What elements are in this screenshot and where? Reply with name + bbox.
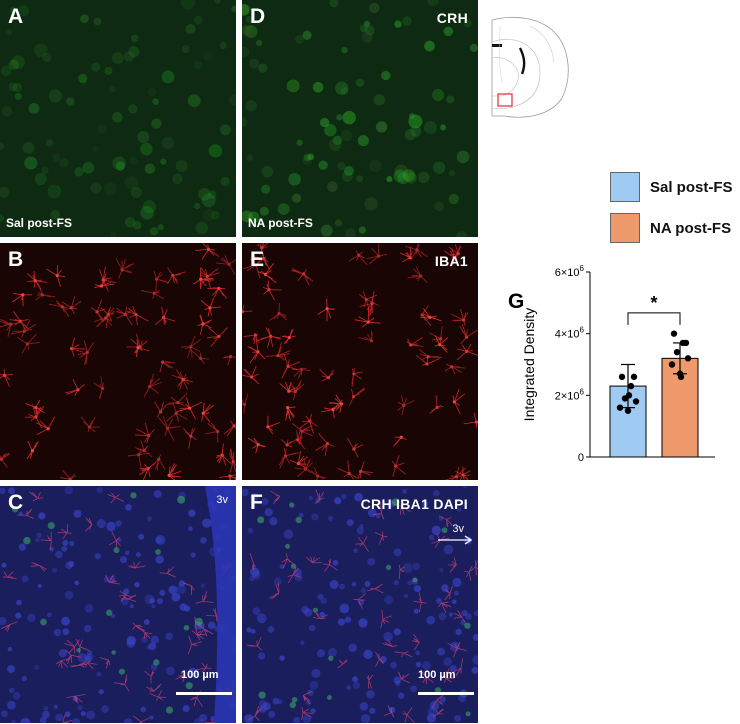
significance-bracket xyxy=(627,312,681,325)
data-point xyxy=(684,355,692,362)
data-point xyxy=(625,392,633,399)
panel-letter-f: F xyxy=(250,491,263,514)
data-point xyxy=(668,361,676,368)
channel-label-iba1: IBA1 xyxy=(434,253,468,269)
legend-label-na: NA post-FS xyxy=(650,220,732,237)
condition-label-na: NA post-FS xyxy=(248,216,313,230)
panel-f-image xyxy=(242,486,478,723)
panel-letter-a: A xyxy=(8,5,24,28)
y-tick-label: 2×106 xyxy=(555,387,585,402)
panel-d-image xyxy=(242,0,478,237)
ventricle-label: 3v xyxy=(452,523,464,535)
channel-label-crh: CRH xyxy=(436,10,468,26)
legend-label-sal: Sal post-FS xyxy=(650,179,733,196)
y-tick-label: 4×106 xyxy=(555,326,585,341)
panel-d: D CRH NA post-FS xyxy=(242,0,478,237)
data-point xyxy=(677,373,685,381)
y-axis-label: Integrated Density xyxy=(521,308,537,422)
legend-swatch-sal xyxy=(610,172,640,202)
data-point xyxy=(679,339,687,347)
panel-c: C 3v 100 µm xyxy=(0,486,236,723)
panel-b-image xyxy=(0,243,236,480)
legend-swatch-na xyxy=(610,213,640,243)
panel-a: A Sal post-FS xyxy=(0,0,236,237)
condition-label-sal: Sal post-FS xyxy=(6,216,73,230)
data-point xyxy=(630,373,638,381)
panel-letter-d: D xyxy=(250,5,266,28)
data-point xyxy=(616,404,624,411)
scale-bar xyxy=(418,692,474,695)
region-of-interest-box xyxy=(497,93,513,107)
ventricle-label: 3v xyxy=(216,494,228,506)
panel-letter-b: B xyxy=(8,248,24,271)
panel-a-image xyxy=(0,0,236,237)
panel-c-image xyxy=(0,486,236,723)
data-point xyxy=(624,407,632,414)
data-point xyxy=(618,373,626,381)
scale-bar-label: 100 µm xyxy=(181,669,219,681)
data-point xyxy=(632,398,640,405)
data-point xyxy=(670,330,678,337)
y-tick-label: 0 xyxy=(578,452,584,462)
scale-bar xyxy=(176,692,232,695)
panel-letter-c: C xyxy=(8,491,24,514)
panel-letter-e: E xyxy=(250,248,265,271)
panel-letter-g: G xyxy=(508,290,525,313)
channel-label-merge: CRH IBA1 DAPI xyxy=(360,496,468,512)
data-point xyxy=(627,382,635,390)
scale-bar-label: 100 µm xyxy=(418,669,456,681)
brain-atlas-schematic xyxy=(491,17,569,118)
arrow-right-icon xyxy=(438,535,473,545)
panel-e: E IBA1 xyxy=(242,243,478,480)
panel-b: B xyxy=(0,243,236,480)
panel-f: F CRH IBA1 DAPI 3v 100 µm xyxy=(242,486,478,723)
data-point xyxy=(673,348,681,356)
y-tick-label: 6×106 xyxy=(555,264,585,279)
panel-e-image xyxy=(242,243,478,480)
bar-chart: 0 2×106 4×106 6×106 Integrated Density * xyxy=(521,264,715,462)
significance-asterisk: * xyxy=(650,293,657,313)
